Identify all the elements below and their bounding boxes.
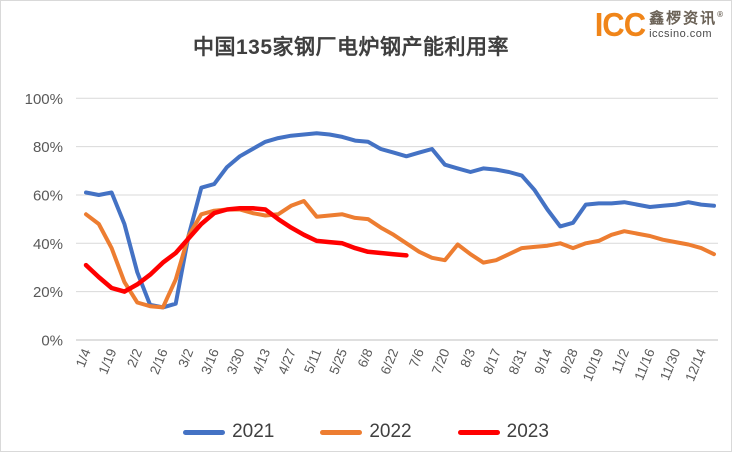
legend-swatch-2022 [320,429,363,435]
x-axis-label: 3/16 [198,347,222,377]
x-axis-label: 7/20 [429,347,453,377]
x-axis-label: 9/28 [557,347,581,377]
x-axis-label: 10/19 [580,347,607,384]
registered-mark: ® [717,10,725,19]
y-axis-label: 60% [33,187,63,204]
y-axis-label: 80% [33,139,63,156]
iccsino-logo: ICC 鑫椤资讯® iccsino.com [594,5,725,44]
x-axis-label: 5/25 [326,347,350,377]
x-axis-label: 9/14 [531,346,555,376]
icc-logo-text: ICC [594,5,646,44]
x-axis-label: 2/16 [147,347,171,377]
y-axis-label: 40% [33,236,63,253]
x-axis-label: 7/6 [406,347,427,370]
x-axis-label: 11/16 [632,347,658,383]
x-axis-label: 8/17 [480,347,504,377]
x-axis-label: 8/31 [506,347,530,377]
x-axis-label: 2/2 [124,347,145,370]
x-axis-label: 12/14 [682,346,709,383]
y-axis-label: 100% [25,91,63,108]
y-axis-label: 20% [33,284,63,301]
x-axis-label: 6/8 [355,347,376,370]
legend-swatch-2023 [457,429,500,435]
y-axis-label: 0% [41,333,63,350]
x-axis-label: 3/30 [224,347,248,377]
legend-item-2023[interactable]: 2023 [457,421,549,443]
legend-swatch-2021 [183,429,226,435]
legend-label-2021: 2021 [232,421,275,442]
x-axis-label: 5/11 [301,347,324,376]
legend-item-2021[interactable]: 2021 [183,421,274,443]
x-axis-label: 11/30 [657,347,683,383]
series-line-2021 [84,131,716,310]
legend-label-2022: 2022 [369,421,412,442]
x-axis-label: 11/2 [609,347,632,376]
x-axis-label: 6/22 [378,347,402,377]
x-axis-label: 4/13 [249,347,273,377]
series-line-2023 [83,205,409,294]
x-axis-label: 4/27 [275,347,299,377]
logo-brand-name: 鑫椤资讯® [649,10,725,27]
x-axis-label: 3/2 [175,347,196,370]
logo-domain: iccsino.com [649,27,713,40]
x-axis-label: 1/19 [96,347,120,377]
logo-right-block: 鑫椤资讯® iccsino.com [649,7,725,40]
x-axis-label: 8/3 [457,347,478,370]
series-line-2022 [84,199,716,310]
legend-label-2023: 2023 [506,421,549,442]
chart-title: 中国135家钢厂电炉钢产能利用率 [192,36,510,59]
x-axis-label: 1/4 [73,346,94,369]
chart-legend: 2021 2022 2023 [1,421,731,443]
legend-item-2022[interactable]: 2022 [320,421,412,443]
